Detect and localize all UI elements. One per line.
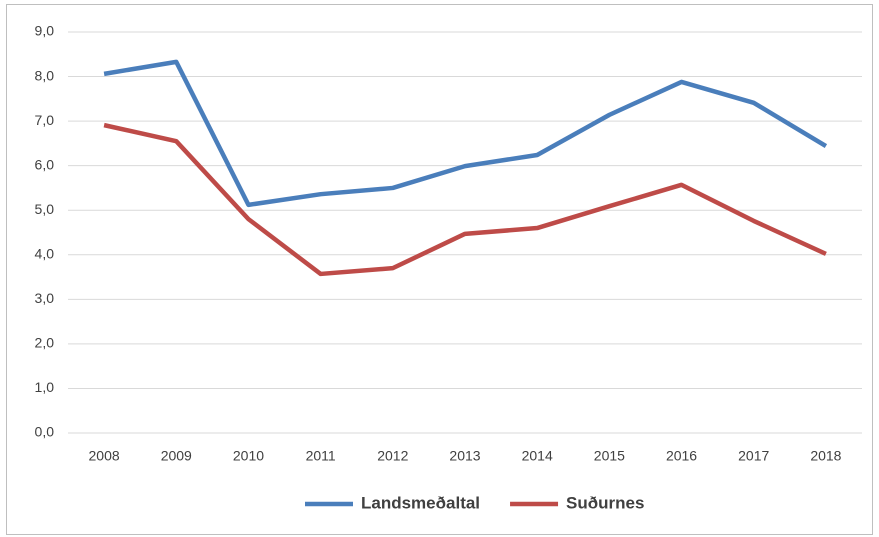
legend-label: Landsmeðaltal — [361, 493, 480, 512]
y-tick-label: 8,0 — [35, 67, 55, 83]
line-series — [103, 59, 828, 208]
x-tick-label: 2013 — [449, 448, 480, 464]
x-tick-label: 2009 — [161, 448, 192, 464]
y-tick-label: 7,0 — [35, 112, 55, 128]
legend-label: Suðurnes — [566, 493, 644, 512]
y-tick-label: 0,0 — [35, 424, 55, 440]
x-tick-label: 2014 — [522, 448, 553, 464]
x-tick-label: 2015 — [594, 448, 625, 464]
chart-border — [6, 4, 873, 535]
line-series — [103, 122, 827, 277]
x-tick-label: 2018 — [810, 448, 841, 464]
y-tick-label: 6,0 — [35, 156, 55, 172]
y-tick-label: 2,0 — [35, 335, 55, 351]
x-tick-label: 2017 — [738, 448, 769, 464]
y-tick-label: 9,0 — [35, 23, 55, 39]
x-tick-label: 2011 — [306, 448, 336, 464]
x-tick-label: 2008 — [89, 448, 120, 464]
y-tick-label: 3,0 — [35, 290, 55, 306]
x-tick-label: 2012 — [377, 448, 408, 464]
x-tick-label: 2010 — [233, 448, 264, 464]
x-tick-label: 2016 — [666, 448, 697, 464]
y-tick-label: 1,0 — [35, 379, 55, 395]
y-tick-label: 4,0 — [35, 245, 55, 261]
y-tick-label: 5,0 — [35, 201, 55, 217]
